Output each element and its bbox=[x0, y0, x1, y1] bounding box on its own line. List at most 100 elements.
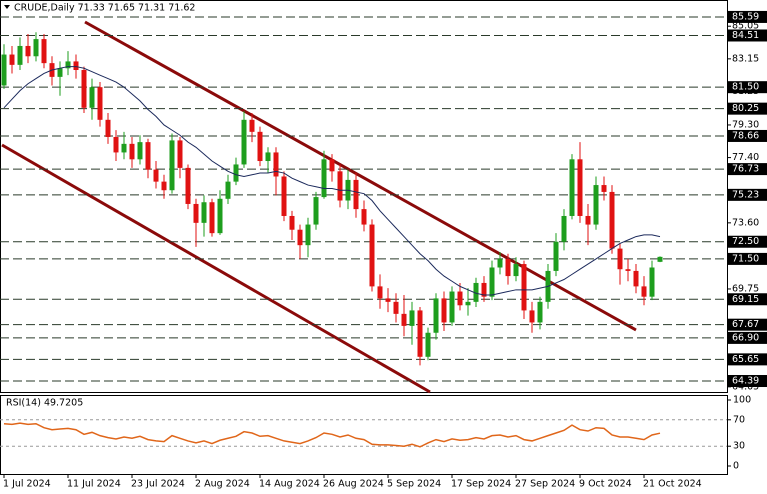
candle-body bbox=[161, 181, 167, 191]
level-box bbox=[728, 353, 767, 366]
candle-body bbox=[281, 176, 287, 216]
candle-body bbox=[145, 142, 151, 170]
level-label: 75.23 bbox=[732, 189, 759, 200]
candle-body bbox=[617, 248, 623, 270]
candle-body bbox=[457, 291, 463, 306]
candle-body bbox=[409, 310, 415, 326]
candle-body bbox=[361, 209, 367, 225]
candle-body bbox=[113, 136, 119, 153]
candle-body bbox=[233, 164, 239, 182]
candle-body bbox=[481, 282, 487, 297]
price-panel bbox=[0, 0, 728, 393]
candle-body bbox=[337, 171, 343, 201]
x-tick-label: 9 Oct 2024 bbox=[579, 479, 632, 490]
y-tick-label: 70 bbox=[733, 414, 745, 425]
candle-body bbox=[593, 185, 599, 225]
y-tick-label: 0 bbox=[733, 461, 739, 472]
chart-title: CRUDE,Daily 71.33 71.65 71.31 71.62 bbox=[14, 3, 195, 14]
x-tick-label: 1 Jul 2024 bbox=[3, 479, 51, 490]
level-box bbox=[728, 10, 767, 23]
level-label: 72.50 bbox=[732, 236, 759, 247]
level-box bbox=[728, 163, 767, 176]
level-label: 85.59 bbox=[732, 11, 759, 22]
level-label: 66.90 bbox=[732, 332, 759, 343]
candle-body bbox=[601, 185, 607, 192]
candle-body bbox=[265, 152, 271, 162]
candle-body bbox=[57, 68, 63, 77]
candle-body bbox=[225, 181, 231, 199]
candle-body bbox=[633, 270, 639, 287]
candle-body bbox=[89, 87, 95, 108]
candle-body bbox=[209, 202, 215, 234]
level-box bbox=[728, 318, 767, 331]
y-tick-label: 77.40 bbox=[732, 152, 759, 163]
candle-body bbox=[385, 298, 391, 302]
level-label: 80.25 bbox=[732, 103, 759, 114]
level-label: 78.66 bbox=[732, 130, 759, 141]
candle-body bbox=[105, 119, 111, 137]
candle-body bbox=[513, 264, 519, 277]
moving-average bbox=[3, 66, 661, 296]
y-tick-label: 85.05 bbox=[732, 21, 759, 32]
candle-body bbox=[497, 258, 503, 268]
candle-body bbox=[577, 159, 583, 216]
candle-body bbox=[657, 256, 663, 262]
level-box bbox=[728, 81, 767, 94]
candle-body bbox=[529, 310, 535, 323]
candle-body bbox=[41, 39, 47, 64]
level-box bbox=[728, 129, 767, 142]
candle-body bbox=[369, 224, 375, 287]
candle-body bbox=[649, 267, 655, 297]
candle-body bbox=[169, 140, 175, 191]
x-tick-label: 27 Sep 2024 bbox=[515, 479, 575, 490]
channel-upper bbox=[84, 20, 637, 332]
candle-body bbox=[185, 167, 191, 204]
candle-body bbox=[217, 198, 223, 234]
candle-body bbox=[329, 159, 335, 172]
candle-body bbox=[449, 291, 455, 323]
level-box bbox=[728, 252, 767, 265]
title-marker bbox=[4, 5, 10, 9]
candle-body bbox=[249, 119, 255, 132]
candle-body bbox=[609, 191, 615, 249]
level-box bbox=[728, 102, 767, 115]
candle-body bbox=[73, 61, 79, 71]
x-tick-label: 23 Jul 2024 bbox=[131, 479, 185, 490]
level-label: 81.50 bbox=[732, 82, 759, 93]
y-tick-label: 79.30 bbox=[732, 119, 759, 130]
level-box bbox=[728, 331, 767, 344]
candle-body bbox=[561, 215, 567, 242]
candle-body bbox=[129, 143, 135, 160]
candle-body bbox=[193, 203, 199, 223]
candle-body bbox=[521, 264, 527, 311]
candle-body bbox=[97, 87, 103, 120]
candle-body bbox=[33, 39, 39, 57]
level-box bbox=[728, 375, 767, 388]
candle-body bbox=[425, 332, 431, 357]
y-tick-label: 69.75 bbox=[732, 283, 759, 294]
x-tick-label: 17 Sep 2024 bbox=[451, 479, 511, 490]
candle-body bbox=[401, 313, 407, 326]
candle-body bbox=[121, 143, 127, 153]
y-tick-label: 30 bbox=[733, 441, 745, 452]
candle-body bbox=[289, 215, 295, 230]
y-tick-label: 73.60 bbox=[732, 217, 759, 228]
candle-body bbox=[1, 54, 7, 86]
candle-body bbox=[201, 202, 207, 223]
candle-body bbox=[65, 61, 71, 69]
level-box bbox=[728, 235, 767, 248]
candle-body bbox=[505, 258, 511, 277]
candle-body bbox=[473, 282, 479, 302]
candle-body bbox=[305, 224, 311, 246]
candle-body bbox=[417, 310, 423, 357]
candle-body bbox=[241, 119, 247, 165]
candle-body bbox=[297, 229, 303, 246]
x-tick-label: 26 Aug 2024 bbox=[323, 479, 384, 490]
candle-body bbox=[441, 298, 447, 323]
level-label: 64.39 bbox=[732, 376, 759, 387]
x-tick-label: 11 Jul 2024 bbox=[67, 479, 121, 490]
level-label: 84.51 bbox=[732, 30, 759, 41]
candle-body bbox=[569, 159, 575, 216]
candle-body bbox=[465, 301, 471, 306]
